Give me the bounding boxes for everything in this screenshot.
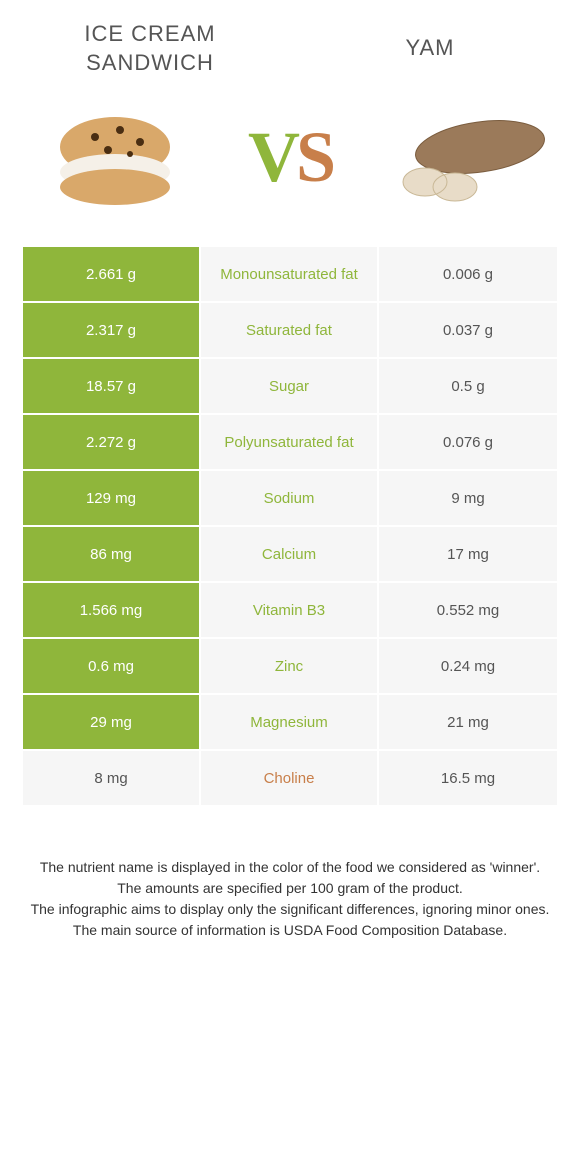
right-value: 16.5 mg: [379, 751, 557, 805]
yam-icon: [380, 97, 550, 217]
nutrient-label: Vitamin B3: [201, 583, 379, 637]
footer-line-3: The infographic aims to display only the…: [30, 899, 550, 920]
footer-line-4: The main source of information is USDA F…: [30, 920, 550, 941]
right-value: 17 mg: [379, 527, 557, 581]
table-row: 2.661 gMonounsaturated fat0.006 g: [23, 247, 557, 303]
table-row: 29 mgMagnesium21 mg: [23, 695, 557, 751]
left-value: 2.661 g: [23, 247, 201, 301]
table-row: 2.272 gPolyunsaturated fat0.076 g: [23, 415, 557, 471]
nutrient-label: Magnesium: [201, 695, 379, 749]
vs-row: VS: [0, 87, 580, 247]
left-value: 8 mg: [23, 751, 201, 805]
nutrient-label: Sugar: [201, 359, 379, 413]
footer-line-1: The nutrient name is displayed in the co…: [30, 857, 550, 878]
table-row: 129 mgSodium9 mg: [23, 471, 557, 527]
right-value: 0.076 g: [379, 415, 557, 469]
table-row: 1.566 mgVitamin B30.552 mg: [23, 583, 557, 639]
table-row: 18.57 gSugar0.5 g: [23, 359, 557, 415]
left-value: 2.317 g: [23, 303, 201, 357]
left-value: 1.566 mg: [23, 583, 201, 637]
nutrient-label: Monounsaturated fat: [201, 247, 379, 301]
nutrient-table: 2.661 gMonounsaturated fat0.006 g2.317 g…: [23, 247, 557, 807]
left-value: 2.272 g: [23, 415, 201, 469]
footer-notes: The nutrient name is displayed in the co…: [0, 807, 580, 961]
left-value: 0.6 mg: [23, 639, 201, 693]
right-value: 0.5 g: [379, 359, 557, 413]
table-row: 86 mgCalcium17 mg: [23, 527, 557, 583]
left-value: 29 mg: [23, 695, 201, 749]
title-left: Ice Cream Sandwich: [50, 20, 250, 77]
right-value: 0.552 mg: [379, 583, 557, 637]
right-value: 0.037 g: [379, 303, 557, 357]
vs-label: VS: [248, 116, 332, 199]
left-value: 86 mg: [23, 527, 201, 581]
title-right: Yam: [405, 34, 454, 63]
right-value: 21 mg: [379, 695, 557, 749]
nutrient-label: Polyunsaturated fat: [201, 415, 379, 469]
table-row: 0.6 mgZinc0.24 mg: [23, 639, 557, 695]
nutrient-label: Choline: [201, 751, 379, 805]
ice-cream-sandwich-icon: [30, 97, 200, 217]
vs-v: V: [248, 117, 296, 197]
nutrient-label: Saturated fat: [201, 303, 379, 357]
footer-line-2: The amounts are specified per 100 gram o…: [30, 878, 550, 899]
nutrient-label: Zinc: [201, 639, 379, 693]
left-value: 129 mg: [23, 471, 201, 525]
nutrient-label: Calcium: [201, 527, 379, 581]
vs-s: S: [296, 117, 332, 197]
nutrient-label: Sodium: [201, 471, 379, 525]
header: Ice Cream Sandwich Yam: [0, 0, 580, 87]
right-value: 0.006 g: [379, 247, 557, 301]
right-value: 0.24 mg: [379, 639, 557, 693]
table-row: 8 mgCholine16.5 mg: [23, 751, 557, 807]
right-value: 9 mg: [379, 471, 557, 525]
left-value: 18.57 g: [23, 359, 201, 413]
table-row: 2.317 gSaturated fat0.037 g: [23, 303, 557, 359]
header-left-title: Ice Cream Sandwich: [50, 20, 250, 77]
header-right-title: Yam: [330, 20, 530, 77]
